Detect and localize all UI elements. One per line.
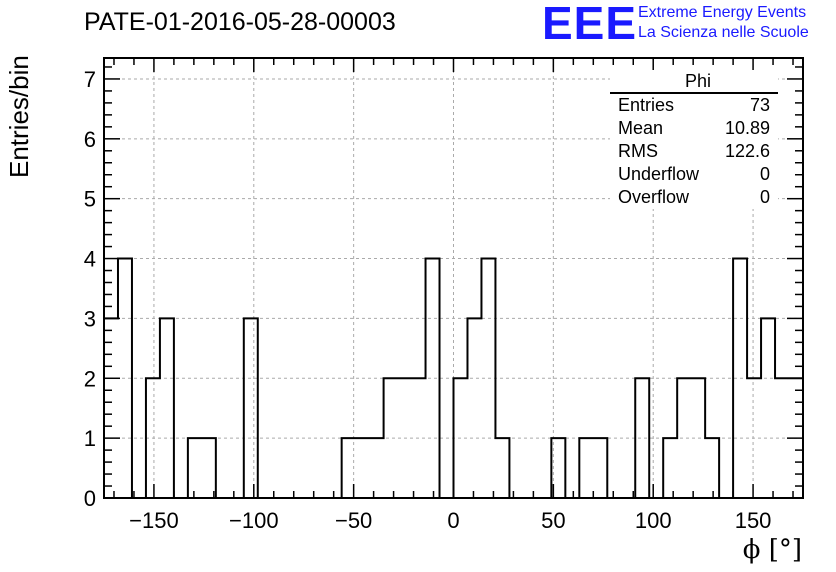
histogram-bin xyxy=(244,318,258,498)
histogram-bin xyxy=(188,438,216,498)
stats-box-title: Phi xyxy=(610,70,778,94)
histogram-bin xyxy=(705,438,719,498)
histogram-bin xyxy=(160,318,174,498)
y-tick-label: 0 xyxy=(84,486,96,511)
stats-label: RMS xyxy=(618,141,658,161)
y-tick-label: 6 xyxy=(84,127,96,152)
histogram-bin xyxy=(467,318,481,498)
x-tick-label: 0 xyxy=(447,508,459,533)
y-tick-label: 2 xyxy=(84,366,96,391)
histogram-bin xyxy=(495,438,509,498)
plot-title: PATE-01-2016-05-28-00003 xyxy=(84,8,396,36)
x-tick-label: −150 xyxy=(129,508,179,533)
stats-value: 0 xyxy=(759,164,770,184)
x-tick-label: −100 xyxy=(229,508,279,533)
y-tick-label: 3 xyxy=(84,306,96,331)
stats-box: Phi Entries 73 Mean 10.89 RMS 122.6 Unde… xyxy=(610,70,778,209)
y-tick-label: 7 xyxy=(84,67,96,92)
stats-value: 73 xyxy=(749,95,770,115)
x-axis-label: ϕ [°] xyxy=(742,535,802,565)
x-tick-label: 50 xyxy=(541,508,565,533)
stats-row-rms: RMS 122.6 xyxy=(610,140,778,163)
histogram-bin xyxy=(579,438,607,498)
y-tick-label: 4 xyxy=(84,247,96,272)
eee-logo-line1: Extreme Energy Events xyxy=(638,4,807,21)
stats-value: 10.89 xyxy=(724,118,770,138)
histogram-bin xyxy=(635,378,649,498)
stats-row-overflow: Overflow 0 xyxy=(610,186,778,209)
y-tick-label: 1 xyxy=(84,426,96,451)
x-tick-label: 150 xyxy=(735,508,772,533)
stats-row-entries: Entries 73 xyxy=(610,94,778,117)
eee-logo-line2: La Scienza nelle Scuole xyxy=(638,24,809,41)
stats-label: Entries xyxy=(618,95,675,115)
stats-label: Overflow xyxy=(618,187,690,207)
stats-label: Mean xyxy=(618,118,664,138)
stats-value: 122.6 xyxy=(724,141,770,161)
x-tick-label: −50 xyxy=(335,508,372,533)
stats-row-mean: Mean 10.89 xyxy=(610,117,778,140)
y-tick-label: 5 xyxy=(84,187,96,212)
histogram-bin xyxy=(104,318,118,498)
y-axis-label: Entries/bin xyxy=(4,55,34,178)
stats-label: Underflow xyxy=(618,164,700,184)
histogram-bin xyxy=(342,438,384,498)
stats-value: 0 xyxy=(759,187,770,207)
histogram-bin xyxy=(761,318,775,498)
histogram-bin xyxy=(663,438,677,498)
x-tick-label: 100 xyxy=(635,508,672,533)
histogram-bin xyxy=(426,259,440,498)
eee-logo: EEE xyxy=(542,0,638,49)
stats-row-underflow: Underflow 0 xyxy=(610,163,778,186)
